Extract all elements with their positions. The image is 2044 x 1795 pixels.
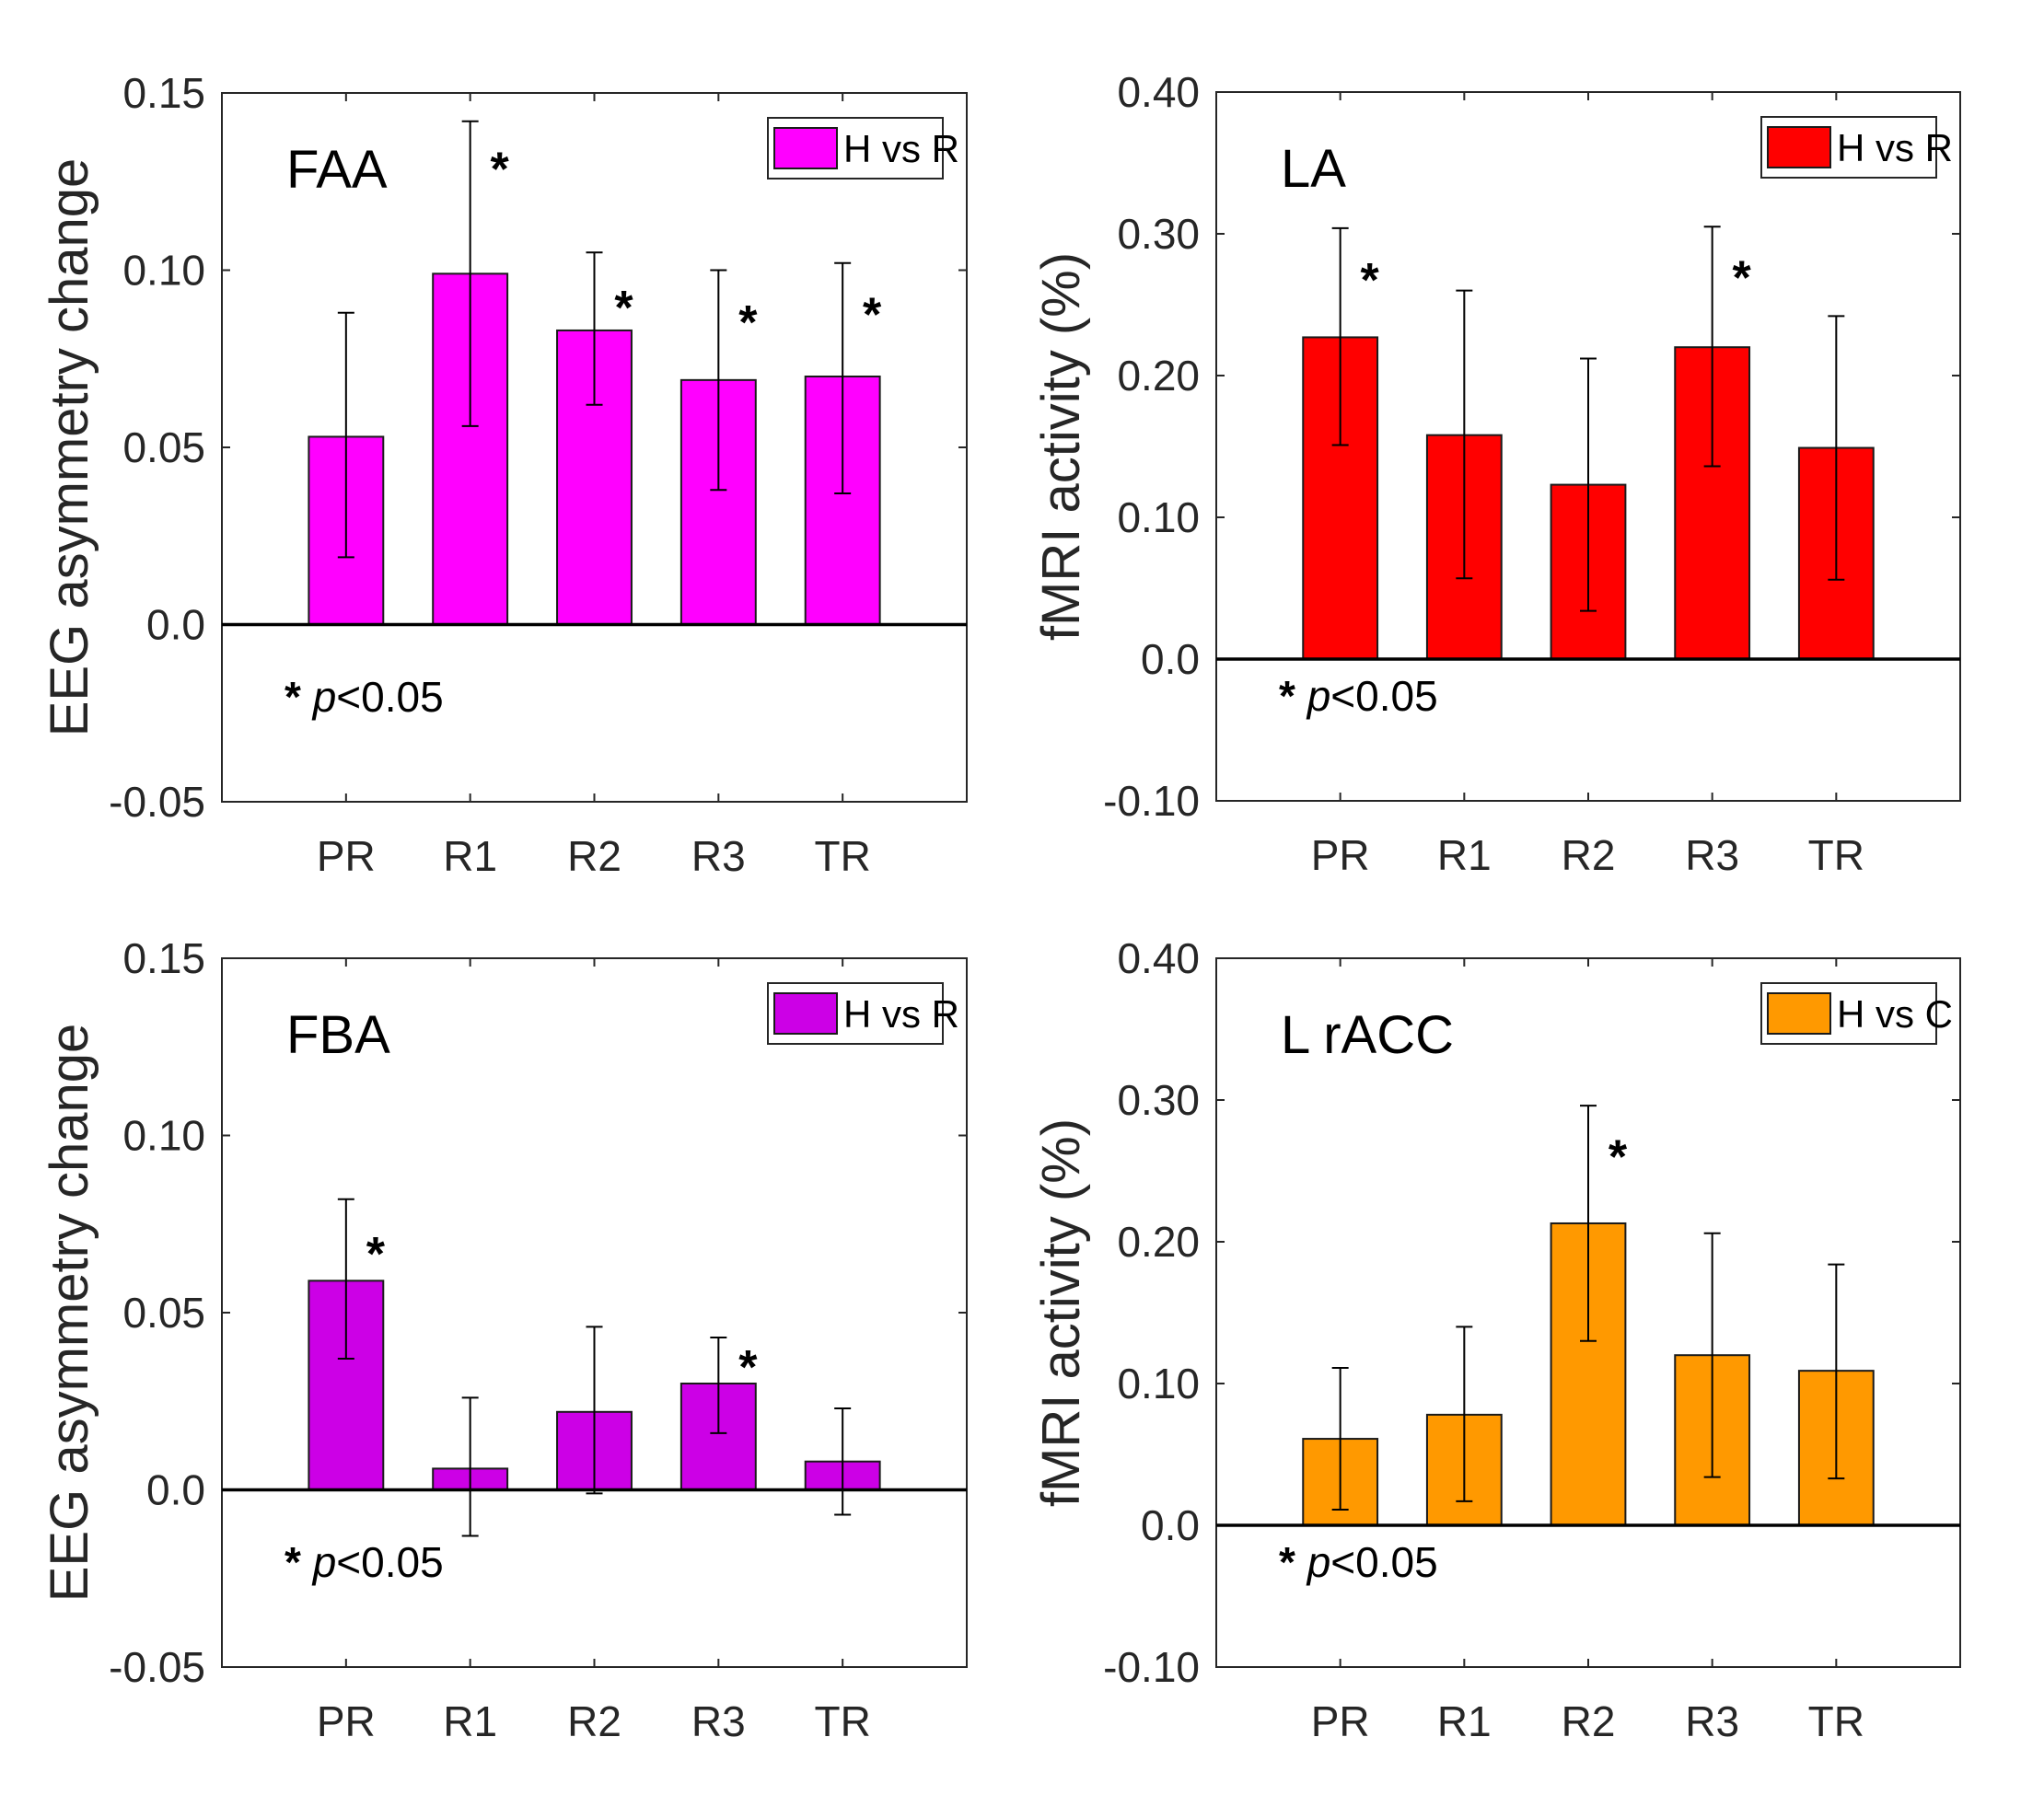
y-tick-label: 0.0: [1141, 1501, 1200, 1549]
y-tick-label: 0.0: [146, 1466, 205, 1514]
panel-title: FBA: [286, 1005, 390, 1065]
note-threshold: <0.05: [336, 1538, 443, 1586]
x-tick-label: R2: [567, 1697, 621, 1745]
y-tick-label: 0.30: [1117, 1076, 1200, 1124]
x-tick-label: R3: [1685, 1697, 1739, 1745]
y-tick-label: 0.0: [1141, 635, 1200, 683]
note-threshold: <0.05: [1330, 1538, 1437, 1586]
y-tick-label: 0.40: [1117, 934, 1200, 982]
significance-star: *: [1733, 251, 1752, 305]
y-tick-label: 0.05: [122, 1289, 205, 1337]
significance-star: *: [366, 1228, 386, 1281]
x-tick-label: PR: [317, 832, 376, 880]
y-axis-label: EEG asymmetry change: [40, 1024, 99, 1603]
x-tick-label: R1: [1437, 1697, 1492, 1745]
y-tick-label: -0.10: [1103, 1643, 1200, 1691]
y-axis-label: EEG asymmetry change: [40, 158, 99, 737]
x-tick-label: R1: [443, 1697, 497, 1745]
x-tick-label: R1: [1437, 831, 1492, 879]
p-value-note: * p<0.05: [1279, 1538, 1438, 1586]
y-tick-label: 0.20: [1117, 1218, 1200, 1266]
legend-swatch: [773, 992, 838, 1035]
note-p: p: [311, 1538, 337, 1586]
note-star: *: [285, 1538, 313, 1586]
significance-star: *: [738, 1341, 758, 1395]
note-p: p: [1306, 1538, 1331, 1586]
note-star: *: [1279, 672, 1307, 720]
y-tick-label: 0.0: [146, 601, 205, 649]
x-tick-label: R3: [691, 832, 746, 880]
y-tick-label: 0.10: [122, 247, 205, 295]
significance-star: *: [614, 282, 633, 335]
x-tick-label: TR: [815, 832, 871, 880]
x-tick-label: R3: [1685, 831, 1739, 879]
x-tick-label: TR: [1808, 831, 1864, 879]
p-value-note: * p<0.05: [285, 1538, 444, 1586]
x-tick-label: R1: [443, 832, 497, 880]
legend-label: H vs R: [843, 127, 959, 170]
note-p: p: [1306, 672, 1331, 720]
x-tick-label: PR: [1311, 831, 1370, 879]
x-tick-label: R2: [567, 832, 621, 880]
panel-title: FAA: [286, 140, 388, 200]
panel-title: L rACC: [1281, 1005, 1454, 1065]
x-tick-label: PR: [317, 1697, 376, 1745]
note-threshold: <0.05: [1330, 672, 1437, 720]
x-tick-label: R2: [1562, 831, 1616, 879]
p-value-note: * p<0.05: [285, 673, 444, 721]
significance-star: *: [738, 296, 758, 350]
legend-label: H vs R: [1837, 126, 1953, 169]
legend-swatch: [773, 127, 838, 169]
p-value-note: * p<0.05: [1279, 672, 1438, 720]
x-tick-label: R2: [1562, 1697, 1616, 1745]
significance-star: *: [491, 143, 510, 196]
y-tick-label: 0.10: [122, 1112, 205, 1160]
y-tick-label: 0.30: [1117, 210, 1200, 258]
panel-fba: FBA EEG asymmetry change -0.05 0.0 0.05 0.1…: [40, 934, 968, 1745]
y-tick-label: 0.10: [1117, 1360, 1200, 1407]
bar-pr: [1302, 336, 1379, 660]
y-tick-label: -0.05: [109, 1643, 205, 1691]
y-tick-label: 0.15: [122, 69, 205, 117]
x-tick-label: PR: [1311, 1697, 1370, 1745]
significance-star: *: [1608, 1131, 1628, 1185]
panel-la: LA fMRI activity (%) -0.10 0.0 0.10 0.20 0.3…: [1031, 68, 1961, 879]
y-tick-label: 0.15: [122, 934, 205, 982]
panel-title: LA: [1281, 139, 1346, 199]
y-tick-label: 0.10: [1117, 493, 1200, 541]
significance-star: *: [863, 289, 882, 342]
legend-swatch: [1767, 126, 1831, 168]
note-threshold: <0.05: [336, 673, 443, 721]
significance-star: *: [1361, 254, 1380, 307]
x-tick-label: TR: [815, 1697, 871, 1745]
note-star: *: [1279, 1538, 1307, 1586]
y-tick-label: 0.05: [122, 423, 205, 471]
y-tick-label: -0.10: [1103, 777, 1200, 825]
legend-swatch: [1767, 992, 1831, 1035]
y-axis-label: fMRI activity (%): [1031, 252, 1091, 641]
y-tick-label: 0.20: [1117, 352, 1200, 400]
legend-label: H vs C: [1837, 992, 1953, 1036]
legend-label: H vs R: [843, 992, 959, 1036]
x-tick-label: TR: [1808, 1697, 1864, 1745]
note-star: *: [285, 673, 313, 721]
note-p: p: [311, 673, 337, 721]
y-tick-label: 0.40: [1117, 68, 1200, 116]
x-tick-label: R3: [691, 1697, 746, 1745]
y-axis-label: fMRI activity (%): [1031, 1118, 1091, 1507]
panel-faa: FAA EEG asymmetry change -0.05 0.0 0.05 0.1…: [40, 69, 968, 880]
y-tick-label: -0.05: [109, 778, 205, 826]
panel-l-racc: L rACC fMRI activity (%) -0.10 0.0 0.10 0.2…: [1031, 934, 1961, 1745]
